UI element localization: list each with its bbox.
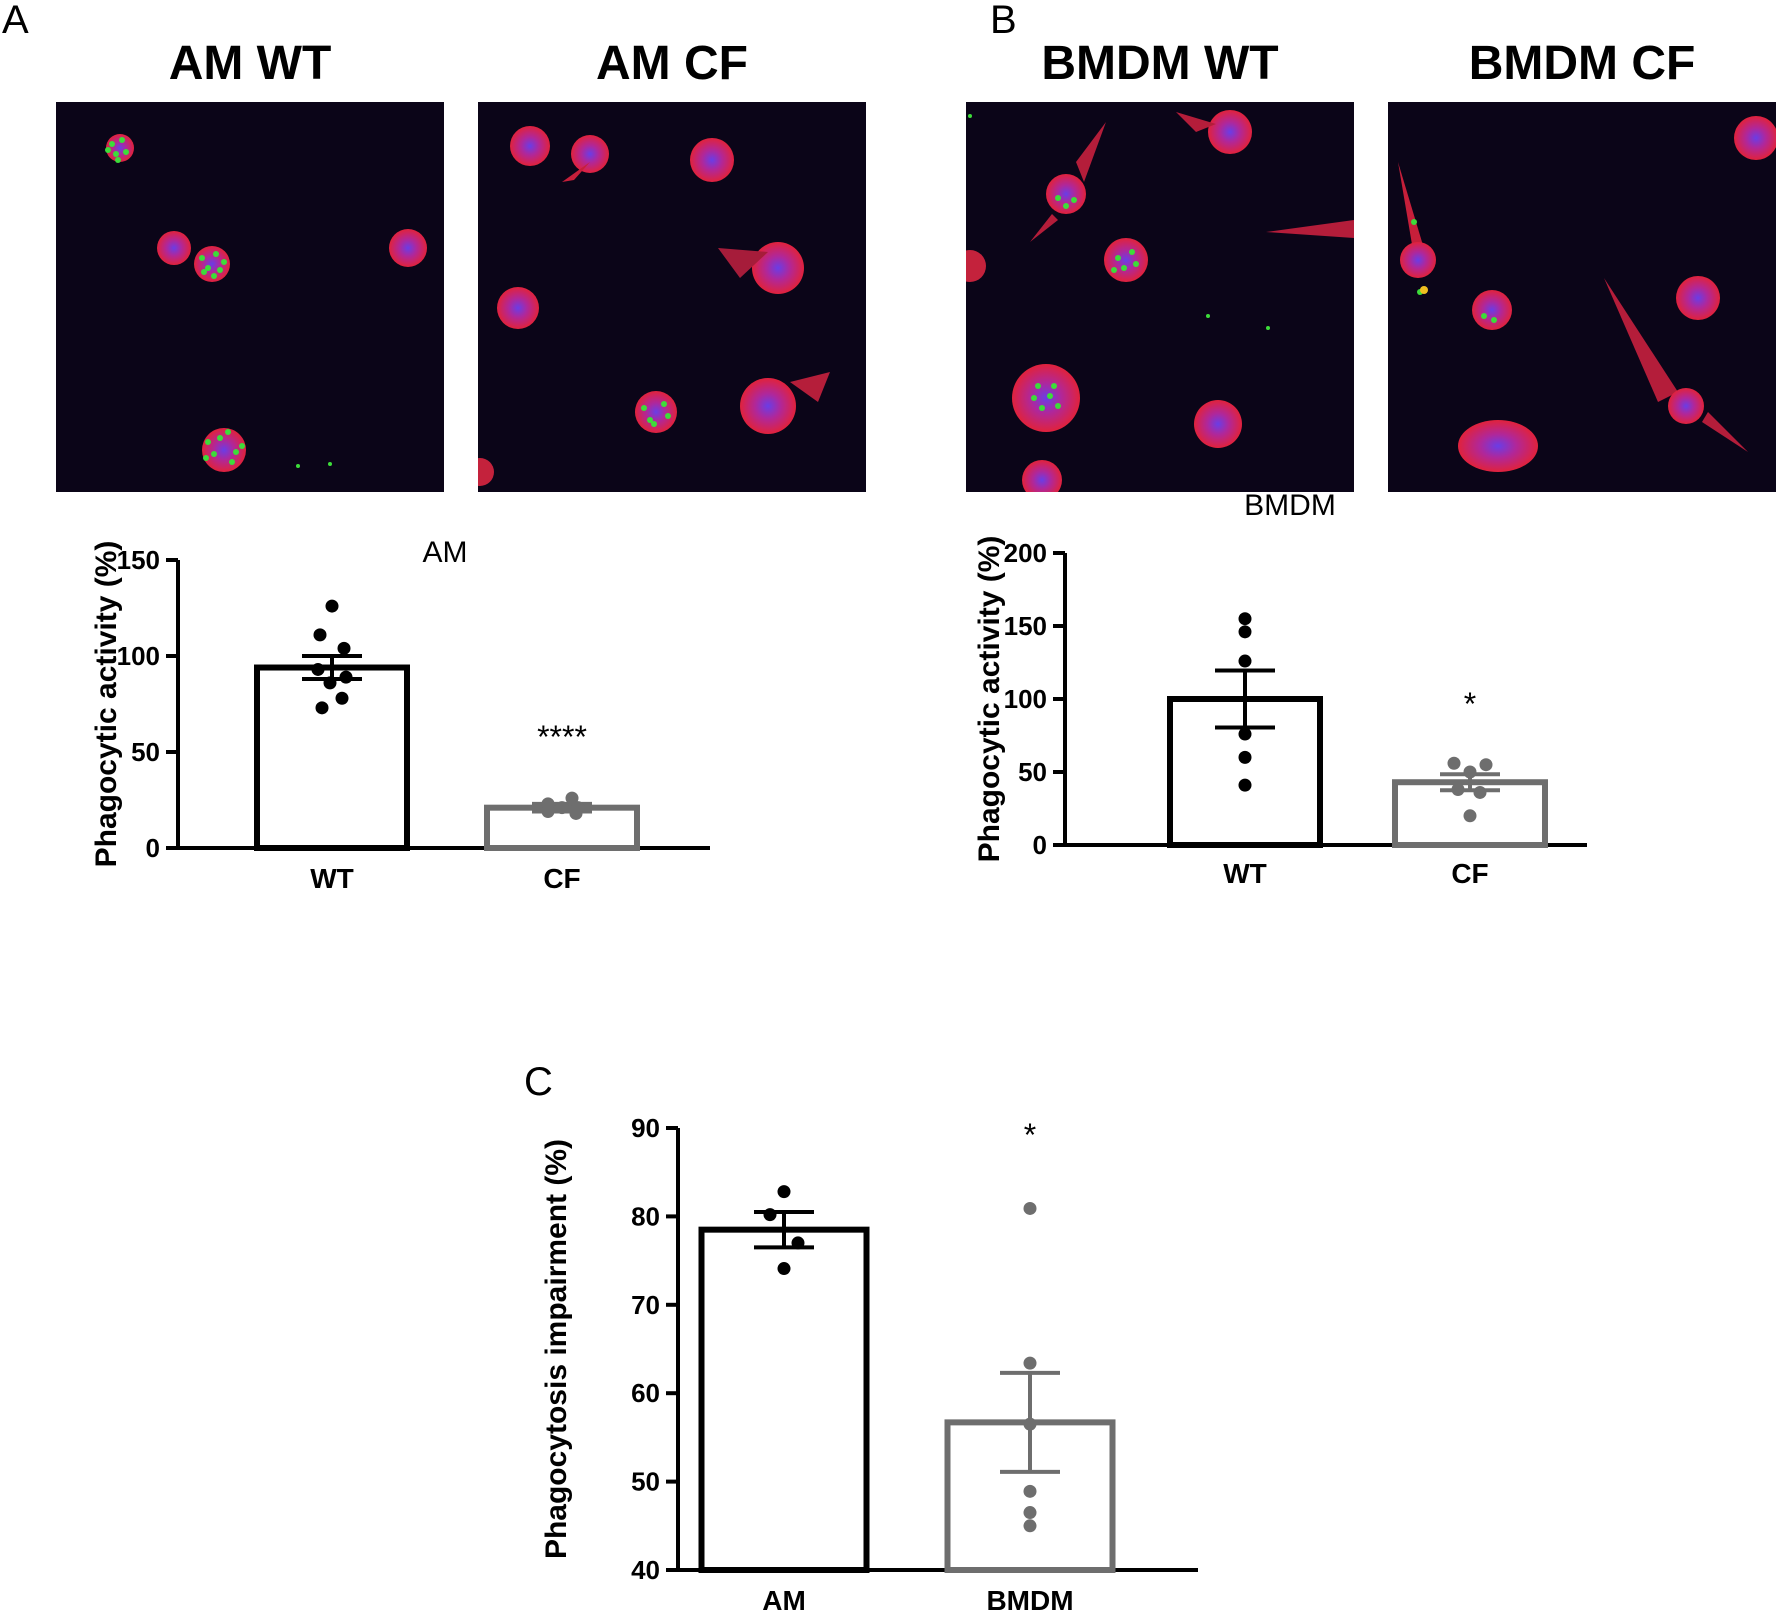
x-tick-label: CF (1451, 858, 1488, 889)
significance-marker: * (1464, 686, 1476, 722)
data-point-cf (1479, 758, 1493, 772)
micrograph-bmdm-wt (966, 102, 1354, 492)
image-title-am-cf: AM CF (596, 37, 748, 90)
y-tick-label: 50 (631, 1467, 660, 1497)
data-point-am (763, 1208, 777, 1222)
data-point-wt (1238, 750, 1252, 764)
y-tick-label: 50 (1018, 757, 1047, 787)
y-tick-label: 50 (131, 737, 160, 767)
panel-letter-c: C (524, 1060, 553, 1104)
y-tick-label: 150 (1004, 611, 1047, 641)
chart-impairment: 40 50 60 70 80 90 Phagocytosis impairment (%) A… (540, 1090, 1378, 1616)
data-point-wt (337, 641, 351, 655)
data-point-cf (569, 806, 583, 820)
panel-letter-a: A (2, 0, 29, 42)
data-point-wt (1238, 654, 1252, 668)
y-tick-label: 0 (146, 833, 160, 863)
x-tick-label: AM (762, 1585, 806, 1616)
data-point-bmdm (1023, 1356, 1037, 1370)
micrograph-bmdm-cf (1388, 102, 1776, 492)
data-point-bmdm (1023, 1506, 1037, 1520)
data-point-bmdm (1023, 1417, 1037, 1431)
chart-impairment-svg: 40 50 60 70 80 90 Phagocytosis impairment (%) A… (540, 1113, 1198, 1616)
data-point-bmdm (1023, 1201, 1037, 1215)
y-axis-label: Phagocytic activity (%) (90, 541, 123, 868)
data-point-cf (1463, 809, 1477, 823)
data-point-cf (1463, 765, 1477, 779)
image-title-bmdm-cf: BMDM CF (1468, 37, 1696, 90)
y-tick-label: 90 (631, 1113, 660, 1143)
micrograph-am-cf-drawing (478, 126, 830, 486)
micrograph-bmdm-wt-drawing (966, 110, 1354, 492)
y-tick-label: 40 (631, 1555, 660, 1585)
y-tick-label: 100 (1004, 684, 1047, 714)
data-point-wt (325, 599, 339, 613)
y-tick-label: 60 (631, 1378, 660, 1408)
data-point-cf (565, 791, 579, 805)
x-tick-label: BMDM (986, 1585, 1073, 1616)
micrograph-am-wt-drawing (105, 134, 427, 472)
data-point-wt (1238, 612, 1252, 626)
data-point-wt (335, 691, 349, 705)
y-axis-label: Phagocytosis impairment (%) (540, 1139, 573, 1559)
significance-marker: **** (537, 719, 587, 755)
y-tick-label: 80 (631, 1201, 660, 1231)
data-point-am (777, 1262, 791, 1276)
data-point-am (791, 1236, 805, 1250)
y-tick-label: 100 (117, 641, 160, 671)
data-point-wt (313, 628, 327, 642)
image-title-bmdm-wt: BMDM WT (1041, 37, 1279, 90)
data-point-cf (555, 801, 569, 815)
micrograph-am-wt (56, 102, 444, 492)
y-axis-label: Phagocytic activity (%) (973, 536, 1006, 863)
data-point-cf (1451, 783, 1465, 797)
data-point-wt (311, 662, 325, 676)
bar-am (698, 1226, 870, 1573)
data-point-cf (1447, 756, 1461, 770)
data-point-cf (541, 805, 555, 819)
data-point-wt (315, 701, 329, 715)
chart-bmdm: 0 50 100 150 200 Phagocytic activity (%) BMDM W… (965, 489, 1705, 1020)
chart-title: BMDM (1244, 489, 1336, 522)
data-point-wt (1238, 778, 1252, 792)
data-point-bmdm (1023, 1484, 1037, 1498)
x-tick-label: WT (310, 863, 354, 894)
y-tick-label: 0 (1033, 830, 1047, 860)
data-point-wt (1238, 727, 1252, 741)
data-point-wt (1238, 625, 1252, 639)
micrograph-am-cf (478, 102, 866, 492)
data-point-cf (1473, 785, 1487, 799)
x-tick-label: CF (543, 863, 580, 894)
y-tick-label: 70 (631, 1290, 660, 1320)
micrograph-bmdm-cf-drawing (1398, 116, 1776, 472)
bar-wt (254, 664, 410, 851)
data-point-bmdm (1023, 1519, 1037, 1533)
chart-am: 0 50 100 150 Phagocytic activity (%) AM WT CF **… (70, 530, 830, 1020)
y-tick-label: 150 (117, 545, 160, 575)
chart-title: AM (423, 536, 468, 569)
image-title-am-wt: AM WT (168, 37, 332, 90)
y-tick-label: 200 (1004, 538, 1047, 568)
x-tick-label: WT (1223, 858, 1267, 889)
data-point-am (777, 1185, 791, 1199)
data-point-wt (323, 676, 337, 690)
significance-marker: * (1024, 1117, 1036, 1153)
panel-letter-b: B (990, 0, 1017, 42)
data-point-wt (339, 670, 353, 684)
